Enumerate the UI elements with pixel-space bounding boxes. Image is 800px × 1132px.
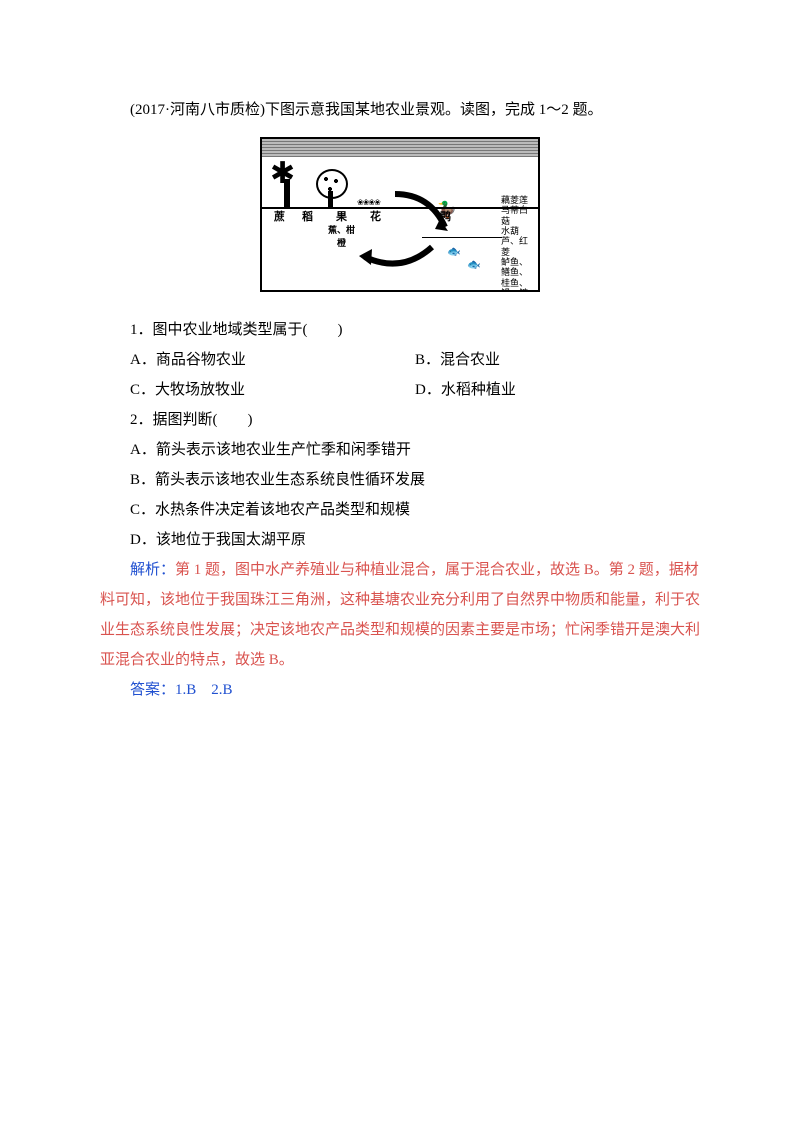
label-fruit-b2: 橙 bbox=[337, 238, 346, 248]
label-rice: 稻 bbox=[302, 211, 313, 224]
analysis-label: 解析： bbox=[130, 562, 175, 578]
fish-icon: 🐟 bbox=[447, 241, 461, 263]
arrow-up-icon bbox=[357, 239, 437, 279]
q2-option-b: B．箭头表示该地农业生态系统良性循环发展 bbox=[100, 465, 700, 495]
answer-text: 1.B 2.B bbox=[175, 682, 233, 698]
intro-text: (2017·河南八市质检)下图示意我国某地农业景观。读图，完成 1～2 题。 bbox=[100, 95, 700, 125]
q2-option-d: D．该地位于我国太湖平原 bbox=[100, 525, 700, 555]
analysis-paragraph: 解析：第 1 题，图中水产养殖业与种植业混合，属于混合农业，故选 B。第 2 题… bbox=[100, 555, 700, 675]
q2-option-a: A．箭头表示该地农业生产忙季和闲季错开 bbox=[100, 435, 700, 465]
label-fruit-b1: 蕉、柑 bbox=[328, 225, 355, 235]
fruit-tree-icon bbox=[314, 169, 348, 207]
pond-plants-label: 藕菱莲马蒂白菇 水葫芦、红菱 bbox=[501, 195, 536, 257]
q1-option-d: D．水稻种植业 bbox=[415, 375, 700, 405]
q2-option-c: C．水热条件决定着该地农产品类型和规模 bbox=[100, 495, 700, 525]
fish-label: 鲈鱼、鳝鱼、桂鱼、鳗、鳙 bbox=[501, 257, 536, 292]
pond-plants-text2: 水葫芦、红菱 bbox=[501, 226, 528, 257]
label-duck: 鸭 bbox=[440, 211, 451, 224]
analysis-text: 第 1 题，图中水产养殖业与种植业混合，属于混合农业，故选 B。第 2 题，据材… bbox=[100, 562, 700, 668]
answer-label: 答案： bbox=[130, 682, 175, 698]
sugarcane-icon bbox=[272, 161, 302, 207]
label-sugarcane: 蔗 bbox=[274, 211, 285, 224]
water-line bbox=[422, 237, 502, 238]
pond-plants-text: 藕菱莲马蒂白菇 bbox=[501, 195, 528, 226]
label-fruit: 果 蕉、柑 橙 bbox=[328, 211, 355, 251]
label-fruit-top: 果 bbox=[336, 211, 347, 223]
q1-option-b: B．混合农业 bbox=[415, 345, 700, 375]
diagram-container: ❀❀❀❀ 🦆 🐟 🐟 蔗 稻 果 蕉、柑 橙 花 bbox=[100, 137, 700, 303]
q2-stem: 2．据图判断( ) bbox=[100, 405, 700, 435]
q1-options-row2: C．大牧场放牧业 D．水稻种植业 bbox=[100, 375, 700, 405]
fish-icon: 🐟 bbox=[467, 254, 481, 276]
q1-stem: 1．图中农业地域类型属于( ) bbox=[100, 315, 700, 345]
sky-area bbox=[262, 139, 538, 157]
q1-option-c: C．大牧场放牧业 bbox=[130, 375, 415, 405]
q1-options-row1: A．商品谷物农业 B．混合农业 bbox=[100, 345, 700, 375]
answer-paragraph: 答案：1.B 2.B bbox=[100, 675, 700, 705]
label-flower: 花 bbox=[370, 211, 381, 224]
agriculture-diagram: ❀❀❀❀ 🦆 🐟 🐟 蔗 稻 果 蕉、柑 橙 花 bbox=[260, 137, 540, 292]
q1-option-a: A．商品谷物农业 bbox=[130, 345, 415, 375]
